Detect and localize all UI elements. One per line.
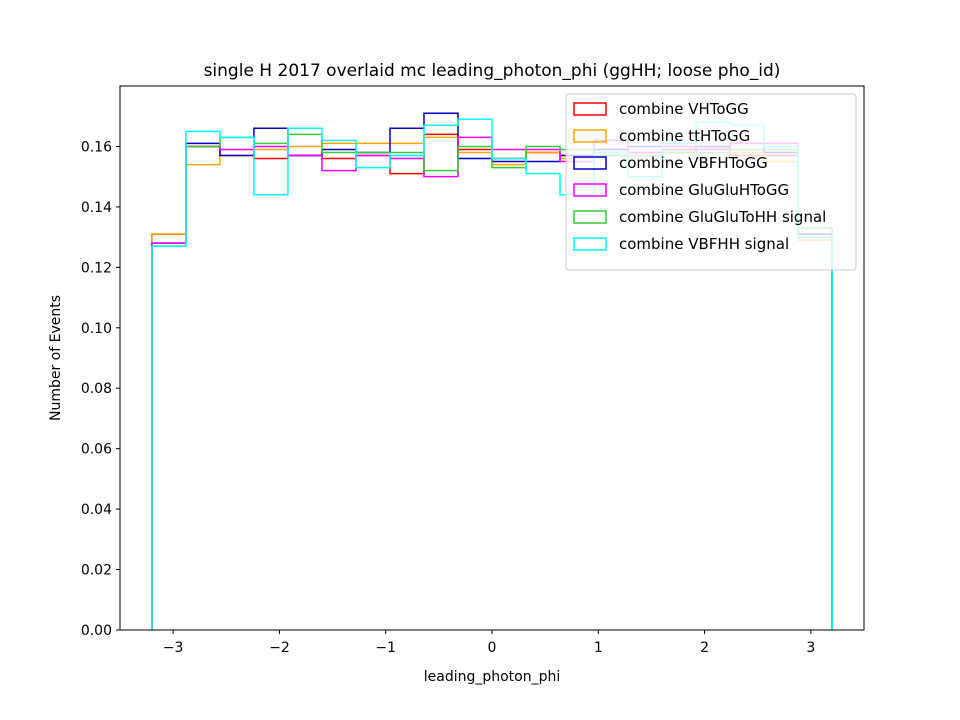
y-tick-label: 0.14 (81, 200, 112, 216)
legend-label-4: combine GluGluHToGG (619, 181, 789, 199)
x-tick-label: 0 (488, 640, 497, 656)
y-tick-label: 0.06 (81, 442, 112, 458)
chart-title: single H 2017 overlaid mc leading_photon… (204, 61, 781, 81)
x-tick-label: −3 (163, 640, 184, 656)
legend-label-1: combine VHToGG (619, 100, 749, 118)
y-tick-label: 0.00 (81, 623, 112, 639)
legend-swatch-3 (573, 156, 607, 170)
legend-label-3: combine VBFHToGG (619, 154, 768, 172)
legend-swatch-1 (573, 102, 607, 116)
y-tick-label: 0.16 (81, 139, 112, 155)
y-axis-label: Number of Events (48, 295, 64, 421)
y-tick-label: 0.04 (81, 502, 112, 518)
x-tick-label: 1 (594, 640, 603, 656)
legend-swatch-5 (573, 210, 607, 224)
x-tick-label: 3 (806, 640, 815, 656)
legend-box (565, 93, 857, 271)
x-axis: −3 −2 −1 0 1 2 3 (163, 630, 815, 656)
legend-swatch-6 (573, 237, 607, 251)
legend-swatch-2 (573, 129, 607, 143)
legend-swatch-4 (573, 183, 607, 197)
legend-label-2: combine ttHToGG (619, 127, 750, 145)
x-axis-label: leading_photon_phi (424, 669, 561, 685)
x-tick-label: −2 (269, 640, 290, 656)
y-tick-label: 0.10 (81, 321, 112, 337)
x-tick-label: 2 (700, 640, 709, 656)
legend-label-6: combine VBFHH signal (619, 235, 789, 253)
y-tick-label: 0.08 (81, 381, 112, 397)
legend: combine VHToGG combine ttHToGG combine VBF… (565, 93, 857, 271)
x-tick-label: −1 (375, 640, 396, 656)
y-axis: 0.00 0.02 0.04 0.06 0.08 0.10 0.12 0.14 0.16 (81, 139, 120, 639)
legend-label-5: combine GluGluToHH signal (619, 208, 826, 226)
y-tick-label: 0.02 (81, 563, 112, 579)
y-tick-label: 0.12 (81, 260, 112, 276)
